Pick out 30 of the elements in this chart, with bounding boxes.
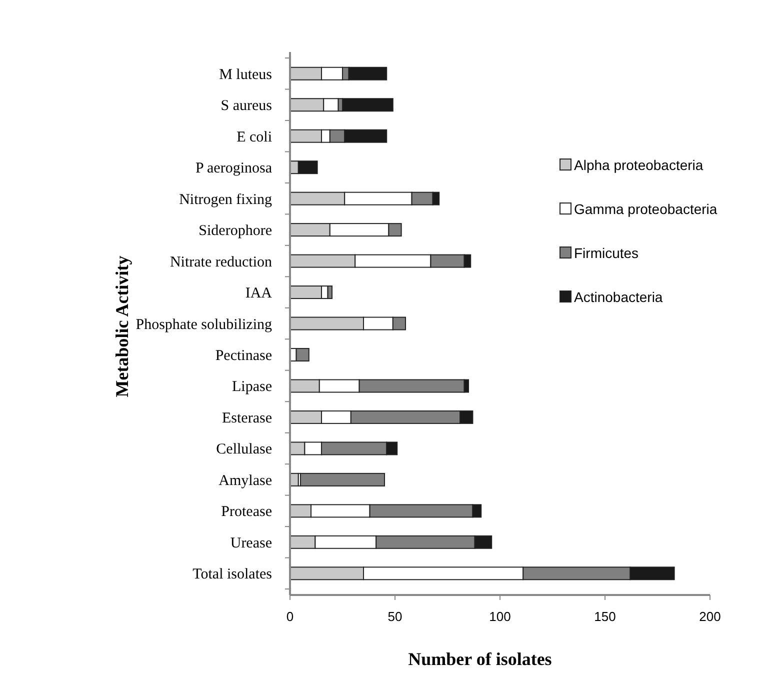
x-tick-label: 50 — [388, 609, 402, 624]
y-tick-label: P aeroginosa — [195, 160, 272, 177]
y-tick-label: E coli — [236, 129, 272, 146]
y-tick-label: M luteus — [219, 66, 272, 83]
y-tick-label: Siderophore — [198, 223, 272, 240]
x-tick-label: 0 — [286, 609, 294, 624]
x-axis-title: Number of isolates — [408, 649, 552, 669]
y-tick-label: Lipase — [232, 379, 272, 396]
x-tick-label: 100 — [489, 609, 511, 624]
bar — [342, 98, 394, 112]
y-tick-label: Urease — [230, 535, 272, 552]
y-tick-label: Phosphate solubilizing — [136, 316, 272, 333]
x-tick-label: 200 — [699, 609, 721, 624]
y-tick-label: Esterase — [222, 410, 272, 426]
y-axis-title: Metabolic Activity — [112, 256, 132, 398]
y-tick-label: S aureus — [220, 98, 272, 114]
y-tick-label: Total isolates — [192, 566, 272, 583]
bar — [300, 472, 385, 486]
legend-label: Actinobacteria — [574, 288, 663, 305]
y-tick-label: IAA — [245, 286, 272, 302]
y-tick-label: Nitrogen fixing — [179, 192, 272, 208]
y-tick-label: Protease — [221, 504, 272, 520]
x-tick-label: 150 — [594, 609, 616, 624]
legend-label: Firmicutes — [574, 244, 639, 261]
y-tick-label: Cellulase — [216, 442, 272, 458]
y-tick-label: Amylase — [218, 472, 272, 489]
y-tick-label: Pectinase — [215, 348, 272, 364]
y-tick-label: Nitrate reduction — [170, 254, 272, 270]
legend-label: Gamma proteobacteria — [574, 200, 718, 217]
legend-label: Alpha proteobacteria — [574, 156, 704, 173]
